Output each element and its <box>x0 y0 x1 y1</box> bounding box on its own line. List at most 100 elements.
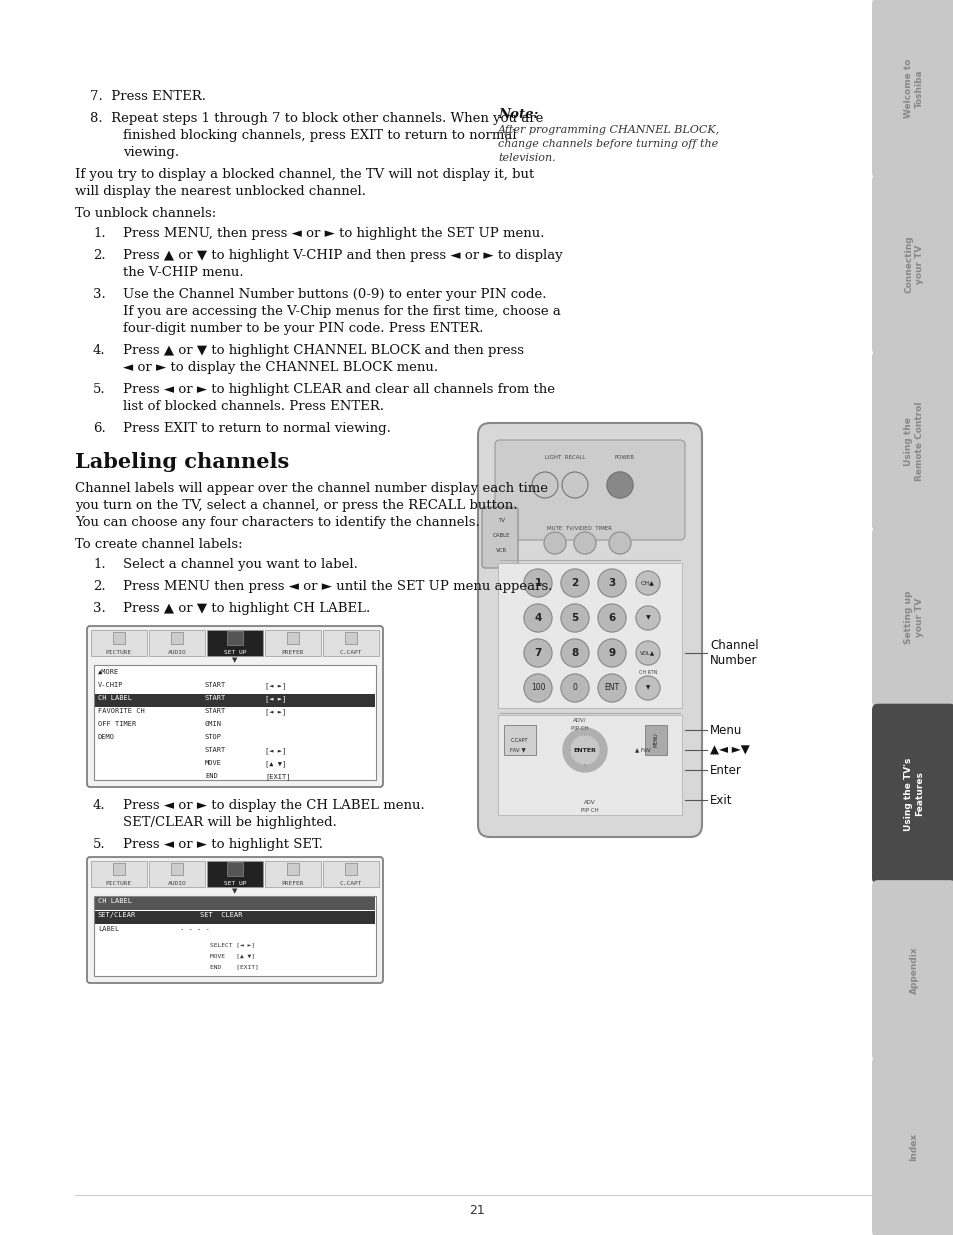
Text: ▼: ▼ <box>233 657 237 663</box>
Text: PIP CH: PIP CH <box>580 808 598 813</box>
Text: CH▲: CH▲ <box>640 580 655 585</box>
Text: You can choose any four characters to identify the channels.: You can choose any four characters to id… <box>75 516 479 529</box>
Text: FAVORITE CH: FAVORITE CH <box>98 708 145 714</box>
Text: 7.  Press ENTER.: 7. Press ENTER. <box>90 90 206 103</box>
Text: PICTURE: PICTURE <box>106 881 132 885</box>
Text: 100: 100 <box>530 683 545 693</box>
Text: If you are accessing the V-Chip menus for the first time, choose a: If you are accessing the V-Chip menus fo… <box>123 305 560 317</box>
Text: 6.: 6. <box>92 422 106 435</box>
Text: 3.: 3. <box>92 601 106 615</box>
Text: AUDIO: AUDIO <box>168 650 186 655</box>
Text: C.CAPT: C.CAPT <box>511 737 528 742</box>
Text: TV: TV <box>498 517 505 522</box>
Bar <box>207 630 263 656</box>
Text: ADV/: ADV/ <box>573 718 586 722</box>
Circle shape <box>598 674 625 701</box>
Circle shape <box>560 638 588 667</box>
Text: C.CAPT: C.CAPT <box>339 650 362 655</box>
Text: To unblock channels:: To unblock channels: <box>75 207 216 220</box>
Bar <box>227 631 243 645</box>
Text: ▼: ▼ <box>645 685 649 690</box>
FancyBboxPatch shape <box>871 1057 953 1235</box>
FancyBboxPatch shape <box>871 881 953 1061</box>
Text: ◄: ◄ <box>569 747 574 753</box>
Circle shape <box>574 532 596 555</box>
Text: 4: 4 <box>534 613 541 622</box>
Circle shape <box>636 606 659 630</box>
Text: CH RTN: CH RTN <box>639 669 657 674</box>
Text: [▲ ▼]: [▲ ▼] <box>265 760 286 767</box>
Text: AUDIO: AUDIO <box>168 881 186 885</box>
Bar <box>323 630 378 656</box>
FancyBboxPatch shape <box>495 440 684 540</box>
Text: Index: Index <box>908 1132 918 1161</box>
Text: Press ◄ or ► to highlight CLEAR and clear all channels from the: Press ◄ or ► to highlight CLEAR and clea… <box>123 383 555 396</box>
Text: Connecting
your TV: Connecting your TV <box>903 236 923 294</box>
Bar <box>207 861 263 887</box>
Text: START: START <box>205 682 226 688</box>
Text: DEMO: DEMO <box>98 734 115 740</box>
Text: the V-CHIP menu.: the V-CHIP menu. <box>123 266 243 279</box>
Text: Channel labels will appear over the channel number display each time: Channel labels will appear over the chan… <box>75 482 547 495</box>
Bar <box>91 861 147 887</box>
Text: 4.: 4. <box>92 345 106 357</box>
Text: finished blocking channels, press EXIT to return to normal: finished blocking channels, press EXIT t… <box>123 128 517 142</box>
Text: SET/CLEAR will be highlighted.: SET/CLEAR will be highlighted. <box>123 816 336 829</box>
Text: ENT: ENT <box>604 683 618 693</box>
Bar <box>644 725 666 755</box>
Text: CABLE: CABLE <box>493 534 510 538</box>
Bar <box>112 863 125 876</box>
Text: PREFER: PREFER <box>281 650 304 655</box>
Circle shape <box>598 569 625 597</box>
Bar <box>149 630 205 656</box>
Circle shape <box>606 472 633 498</box>
Text: change channels before turning off the: change channels before turning off the <box>497 140 718 149</box>
Text: SET UP: SET UP <box>224 881 246 885</box>
Text: ▼: ▼ <box>645 615 650 620</box>
Text: Using the
Remote Control: Using the Remote Control <box>903 401 923 480</box>
Text: 2.: 2. <box>92 580 106 593</box>
Bar <box>149 861 205 887</box>
Text: CH LABEL: CH LABEL <box>98 695 132 701</box>
Text: MUTE  TV/VIDEO  TIMER: MUTE TV/VIDEO TIMER <box>547 525 612 530</box>
Text: SELECT [◄ ►]: SELECT [◄ ►] <box>210 942 254 947</box>
Text: C.CAPT: C.CAPT <box>339 881 362 885</box>
Text: VOL▲: VOL▲ <box>639 651 655 656</box>
Text: viewing.: viewing. <box>123 146 179 159</box>
Text: you turn on the TV, select a channel, or press the RECALL button.: you turn on the TV, select a channel, or… <box>75 499 517 513</box>
Text: SET  CLEAR: SET CLEAR <box>200 911 242 918</box>
Text: 6: 6 <box>608 613 615 622</box>
Text: ▲: ▲ <box>581 734 587 740</box>
Text: [EXIT]: [EXIT] <box>265 773 291 779</box>
FancyBboxPatch shape <box>871 527 953 708</box>
Text: To create channel labels:: To create channel labels: <box>75 538 242 551</box>
Text: PICTURE: PICTURE <box>106 650 132 655</box>
Text: ▼: ▼ <box>581 760 587 766</box>
Text: Setting up
your TV: Setting up your TV <box>903 590 923 645</box>
Text: Labeling channels: Labeling channels <box>75 452 289 472</box>
Text: Press MENU then press ◄ or ► until the SET UP menu appears.: Press MENU then press ◄ or ► until the S… <box>123 580 552 593</box>
Text: Channel
Number: Channel Number <box>709 638 758 667</box>
Text: 1.: 1. <box>92 227 106 240</box>
Text: END    [EXIT]: END [EXIT] <box>210 965 258 969</box>
Text: 0MIN: 0MIN <box>205 721 222 727</box>
Text: 5.: 5. <box>92 839 106 851</box>
Text: POWER: POWER <box>615 454 635 459</box>
Text: will display the nearest unblocked channel.: will display the nearest unblocked chann… <box>75 185 366 198</box>
Text: FAV ▼: FAV ▼ <box>510 747 525 752</box>
Bar <box>345 863 356 876</box>
Text: 1.: 1. <box>92 558 106 571</box>
Circle shape <box>560 604 588 632</box>
Text: LIGHT  RECALL: LIGHT RECALL <box>544 454 584 459</box>
Text: ►: ► <box>595 747 600 753</box>
Text: ▲ FAV: ▲ FAV <box>635 747 650 752</box>
Circle shape <box>598 604 625 632</box>
Text: ADV: ADV <box>583 800 596 805</box>
Text: START: START <box>205 708 226 714</box>
Text: television.: television. <box>497 153 555 163</box>
Text: MOVE   [▲ ▼]: MOVE [▲ ▼] <box>210 953 254 958</box>
Bar <box>503 725 536 755</box>
Text: ENTER: ENTER <box>573 747 596 752</box>
Bar <box>94 897 375 976</box>
Text: [◄ ►]: [◄ ►] <box>265 747 286 753</box>
